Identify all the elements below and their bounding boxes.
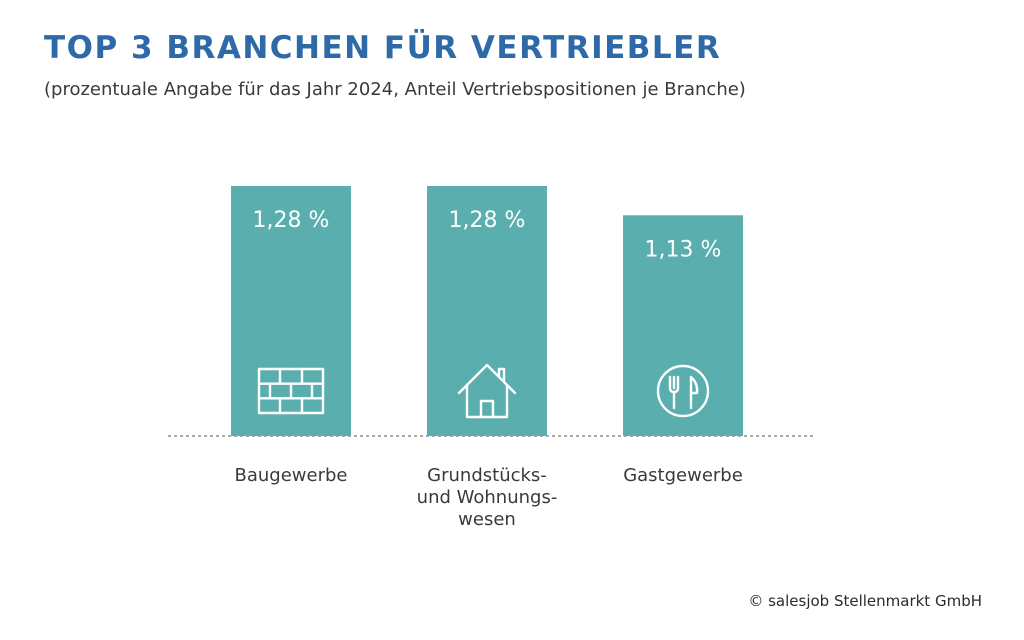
house-icon: [457, 363, 517, 419]
copyright-footer: © salesjob Stellenmarkt GmbH: [748, 592, 982, 610]
value-label-3: 1,13 %: [645, 237, 722, 262]
category-label-3: Gastgewerbe: [623, 465, 743, 486]
bar-2: [427, 186, 547, 436]
chart-subtitle: (prozentuale Angabe für das Jahr 2024, A…: [44, 79, 746, 100]
bar-chart: 1,28 % Baugewerbe 1,28 % Grundstücks-und Wo…: [168, 186, 814, 530]
chart-title: TOP 3 BRANCHEN FÜR VERTRIEBLER: [44, 30, 722, 66]
fork-knife-plate-icon: [656, 364, 710, 418]
value-label-2: 1,28 %: [449, 208, 526, 233]
category-label-1: Baugewerbe: [235, 465, 348, 486]
value-label-1: 1,28 %: [253, 208, 330, 233]
brick-wall-icon: [257, 367, 325, 415]
bar-3: [623, 215, 743, 436]
category-label-2: Grundstücks-und Wohnungs-wesen: [417, 465, 558, 530]
